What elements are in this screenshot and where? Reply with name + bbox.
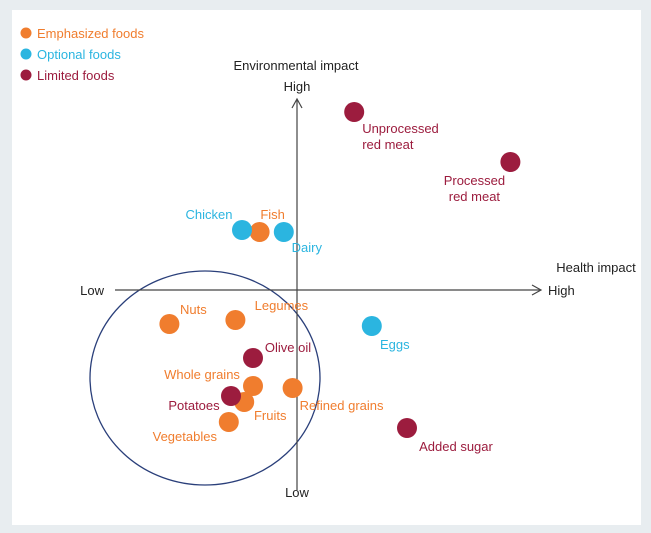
point: [218, 412, 239, 432]
y-high-label: High: [284, 79, 311, 94]
axes: [115, 97, 543, 490]
point-label: Whole grains: [164, 367, 240, 382]
panel: [12, 10, 641, 525]
legend-swatch: [20, 69, 32, 81]
point-label: Fish: [260, 207, 285, 222]
point: [243, 376, 263, 396]
x-axis-title: Health impact: [556, 260, 636, 275]
point: [232, 220, 252, 240]
point-label: red meat: [362, 137, 414, 152]
y-axis-title: Environmental impact: [234, 58, 359, 73]
point: [159, 314, 180, 334]
legend-swatch: [20, 48, 32, 60]
y-arrow: [291, 97, 303, 109]
legend-label: Emphasized foods: [37, 26, 144, 41]
point: [249, 222, 270, 242]
point-label: Fruits: [254, 408, 287, 423]
point: [361, 316, 382, 336]
point: [282, 378, 303, 398]
point-label: Vegetables: [153, 429, 218, 444]
point-label: Unprocessed: [362, 121, 439, 136]
point-label: Chicken: [186, 207, 233, 222]
point-label: Refined grains: [300, 398, 384, 413]
point: [243, 348, 263, 368]
point-label: Nuts: [180, 302, 207, 317]
point-label: Dairy: [292, 240, 323, 255]
x-high-label: High: [548, 283, 575, 298]
point-label: Processed: [444, 173, 505, 188]
point: [397, 418, 417, 438]
point: [500, 152, 521, 172]
point-label: Potatoes: [168, 398, 220, 413]
point-label: Legumes: [255, 298, 309, 313]
point: [221, 386, 241, 406]
y-low-label: Low: [285, 485, 309, 500]
x-low-label: Low: [80, 283, 104, 298]
legend-swatch: [20, 27, 32, 39]
x-arrow: [531, 284, 543, 296]
point-label: Added sugar: [419, 439, 493, 454]
legend-label: Optional foods: [37, 47, 121, 62]
legend-label: Limited foods: [37, 68, 115, 83]
point-label: red meat: [449, 189, 501, 204]
point: [344, 102, 365, 122]
healthy-zone: [89, 270, 321, 486]
point: [225, 310, 246, 330]
point-label: Eggs: [380, 337, 410, 352]
point-label: Olive oil: [265, 340, 311, 355]
point: [273, 222, 294, 242]
